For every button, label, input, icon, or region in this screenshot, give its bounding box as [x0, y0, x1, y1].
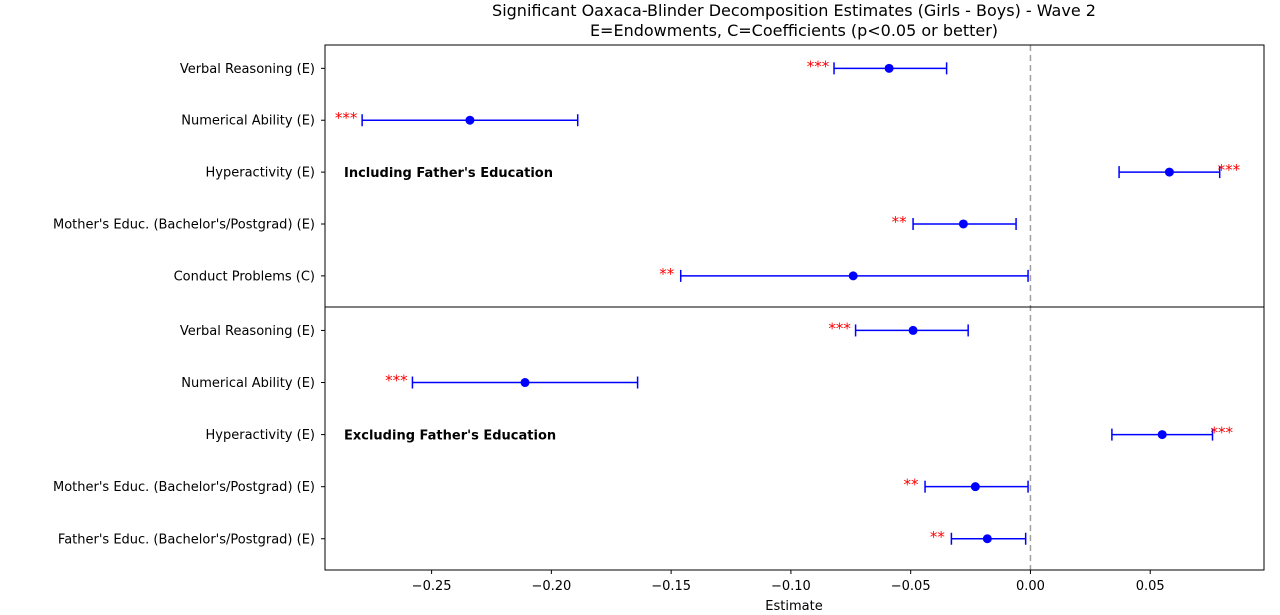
point-estimate — [970, 482, 980, 492]
y-tick-label: Mother's Educ. (Bachelor's/Postgrad) (E) — [53, 480, 315, 495]
significance-stars: ** — [892, 213, 908, 231]
point-estimate — [1164, 167, 1174, 177]
point-estimate — [958, 219, 968, 229]
x-tick-label: 0.00 — [1016, 579, 1045, 594]
x-tick-label: 0.05 — [1136, 579, 1165, 594]
chart-title: Significant Oaxaca-Blinder Decomposition… — [492, 1, 1096, 20]
point-estimate — [520, 378, 530, 388]
significance-stars: ** — [659, 265, 675, 283]
x-tick-label: −0.10 — [771, 579, 811, 594]
y-tick-label: Verbal Reasoning (E) — [180, 62, 315, 77]
y-tick-label: Verbal Reasoning (E) — [180, 324, 315, 339]
x-tick-label: −0.05 — [891, 579, 931, 594]
point-estimate — [465, 115, 475, 125]
significance-stars: *** — [1218, 161, 1241, 179]
y-tick-label: Conduct Problems (C) — [174, 269, 315, 284]
x-tick-label: −0.15 — [651, 579, 691, 594]
y-tick-label: Father's Educ. (Bachelor's/Postgrad) (E) — [58, 532, 315, 547]
y-tick-label: Numerical Ability (E) — [181, 114, 315, 129]
point-estimate — [908, 325, 918, 335]
point-estimate — [884, 63, 894, 73]
point-estimate — [848, 271, 858, 281]
panel-label-2: Excluding Father's Education — [344, 429, 556, 444]
significance-stars: *** — [828, 319, 851, 337]
point-estimate — [1157, 430, 1167, 440]
significance-stars: *** — [807, 57, 830, 75]
panel-label-1: Including Father's Education — [344, 166, 553, 181]
y-tick-label: Mother's Educ. (Bachelor's/Postgrad) (E) — [53, 217, 315, 232]
significance-stars: *** — [335, 109, 358, 127]
significance-stars: *** — [385, 372, 408, 390]
panel-frame-2 — [324, 306, 1265, 571]
chart-subtitle: E=Endowments, C=Coefficients (p<0.05 or … — [590, 21, 998, 40]
x-axis-label: Estimate — [765, 599, 822, 614]
significance-stars: ** — [904, 476, 920, 494]
x-tick-label: −0.25 — [412, 579, 452, 594]
significance-stars: *** — [1210, 424, 1233, 442]
y-tick-label: Numerical Ability (E) — [181, 376, 315, 391]
point-estimate — [982, 534, 992, 544]
y-tick-label: Hyperactivity (E) — [206, 166, 315, 181]
x-tick-label: −0.20 — [531, 579, 571, 594]
y-tick-label: Hyperactivity (E) — [206, 428, 315, 443]
significance-stars: ** — [930, 528, 946, 546]
